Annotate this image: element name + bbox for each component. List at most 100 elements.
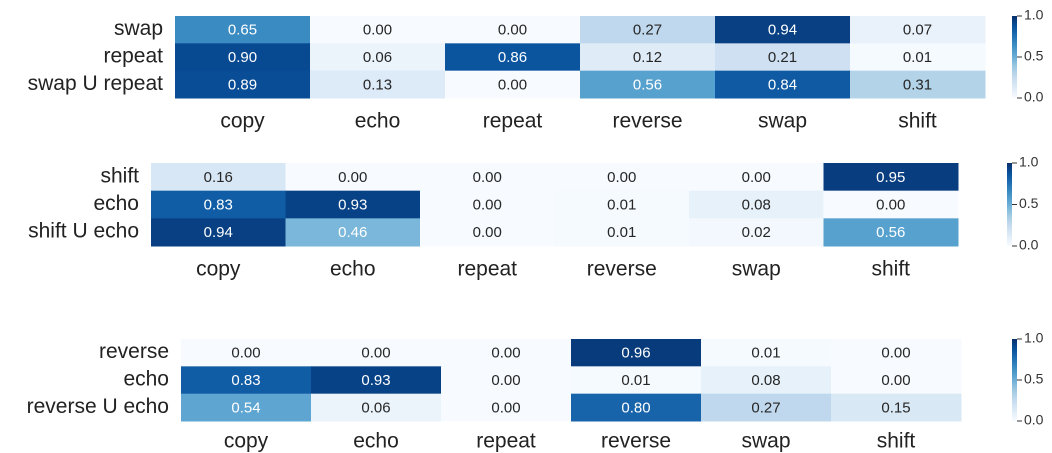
colorbar	[1012, 16, 1017, 98]
heatmap-cell	[285, 190, 421, 219]
cell-label: 0.01	[751, 345, 780, 362]
cell-label: 0.21	[768, 49, 797, 66]
cell-label: 0.93	[361, 372, 390, 389]
heatmap-cell	[554, 163, 690, 192]
x-tick-label: reverse	[601, 430, 671, 453]
heatmap-cell	[554, 190, 690, 219]
cell-label: 0.00	[607, 169, 636, 186]
heatmap-cell	[151, 163, 286, 192]
heatmap-cell	[850, 70, 986, 99]
cell-label: 0.80	[621, 399, 650, 416]
colorbar-tick-label: 0.0	[1024, 89, 1044, 105]
colorbar-tick-label: 0.5	[1024, 371, 1044, 387]
heatmap-cell	[831, 339, 962, 367]
heatmap-cell	[310, 70, 446, 99]
x-tick-label: repeat	[476, 430, 536, 453]
heatmap-cell	[571, 393, 702, 422]
heatmap-cell	[310, 16, 446, 44]
cell-label: 0.96	[621, 345, 650, 362]
heatmap-cell	[420, 163, 555, 192]
colorbar	[1007, 163, 1012, 246]
cell-label: 0.00	[498, 22, 527, 39]
heatmap-cell	[823, 190, 959, 219]
row-label: shift U echo	[28, 220, 139, 243]
colorbar	[1012, 339, 1017, 421]
x-tick-label: shift	[877, 430, 916, 453]
cell-label: 0.00	[742, 169, 771, 186]
cell-label: 0.06	[363, 49, 392, 66]
heatmap-cell	[715, 70, 851, 99]
row-label: reverse U echo	[27, 395, 169, 418]
heatmap-cell	[580, 70, 716, 99]
cell-label: 0.00	[473, 224, 502, 241]
x-tick-label: copy	[196, 258, 241, 281]
cell-label: 0.95	[876, 169, 905, 186]
x-tick-label: swap	[732, 258, 781, 281]
row-label: echo	[93, 192, 139, 215]
cell-label: 0.56	[876, 224, 905, 241]
cell-label: 0.00	[491, 345, 520, 362]
heatmap-cell	[701, 339, 832, 367]
cell-label: 0.00	[338, 169, 367, 186]
cell-label: 0.54	[231, 399, 260, 416]
x-tick-label: copy	[224, 430, 269, 453]
x-tick-label: echo	[330, 258, 376, 281]
cell-label: 0.00	[491, 399, 520, 416]
cell-label: 0.08	[742, 196, 771, 213]
x-tick-label: swap	[741, 430, 790, 453]
cell-label: 0.90	[228, 49, 257, 66]
cell-label: 0.13	[363, 76, 392, 93]
x-tick-label: copy	[220, 110, 265, 133]
x-tick-label: repeat	[457, 258, 517, 281]
x-tick-label: echo	[355, 110, 401, 133]
cell-label: 0.15	[881, 399, 910, 416]
heatmap-cell	[689, 163, 824, 192]
heatmap-cell	[571, 339, 702, 367]
cell-label: 0.00	[881, 372, 910, 389]
cell-label: 0.27	[633, 22, 662, 39]
x-tick-label: swap	[758, 110, 807, 133]
x-tick-label: reverse	[612, 110, 682, 133]
cell-label: 0.01	[607, 224, 636, 241]
cell-label: 0.00	[498, 76, 527, 93]
heatmap-cell	[831, 393, 962, 422]
heatmap-cell	[445, 43, 581, 72]
cell-label: 0.01	[903, 49, 932, 66]
row-label: shift	[100, 164, 139, 187]
colorbar-tick-label: 0.5	[1024, 48, 1044, 64]
cell-label: 0.00	[491, 372, 520, 389]
cell-label: 0.89	[228, 76, 257, 93]
x-tick-label: reverse	[587, 258, 657, 281]
heatmap-cell	[850, 16, 986, 44]
heatmap-cell	[441, 339, 572, 367]
heatmap-cell	[311, 366, 442, 395]
row-label: repeat	[103, 45, 163, 68]
cell-label: 0.56	[633, 76, 662, 93]
cell-label: 0.94	[768, 22, 797, 39]
cell-label: 0.00	[876, 196, 905, 213]
heatmap-cell	[445, 16, 581, 44]
heatmap-cell	[311, 339, 442, 367]
heatmap-cell	[445, 70, 581, 99]
heatmap-cell	[420, 190, 555, 219]
heatmap-cell	[151, 190, 286, 219]
colorbar-tick-label: 1.0	[1024, 7, 1044, 23]
x-tick-label: shift	[871, 258, 910, 281]
heatmap-cell	[181, 339, 312, 367]
cell-label: 0.16	[204, 169, 233, 186]
heatmap-cell	[285, 163, 421, 192]
x-tick-label: repeat	[483, 110, 543, 133]
row-label: reverse	[99, 340, 169, 363]
cell-label: 0.00	[361, 345, 390, 362]
heatmap-cell	[181, 393, 312, 422]
cell-label: 0.46	[338, 224, 367, 241]
heatmap-cell	[285, 218, 421, 247]
heatmap-cell	[701, 393, 832, 422]
row-label: swap U repeat	[28, 72, 164, 95]
x-tick-label: shift	[898, 110, 937, 133]
cell-label: 0.07	[903, 22, 932, 39]
heatmap-cell	[420, 218, 555, 247]
cell-label: 0.00	[363, 22, 392, 39]
colorbar-tick-label: 0.5	[1019, 195, 1039, 211]
colorbar-tick-label: 0.0	[1019, 237, 1039, 253]
